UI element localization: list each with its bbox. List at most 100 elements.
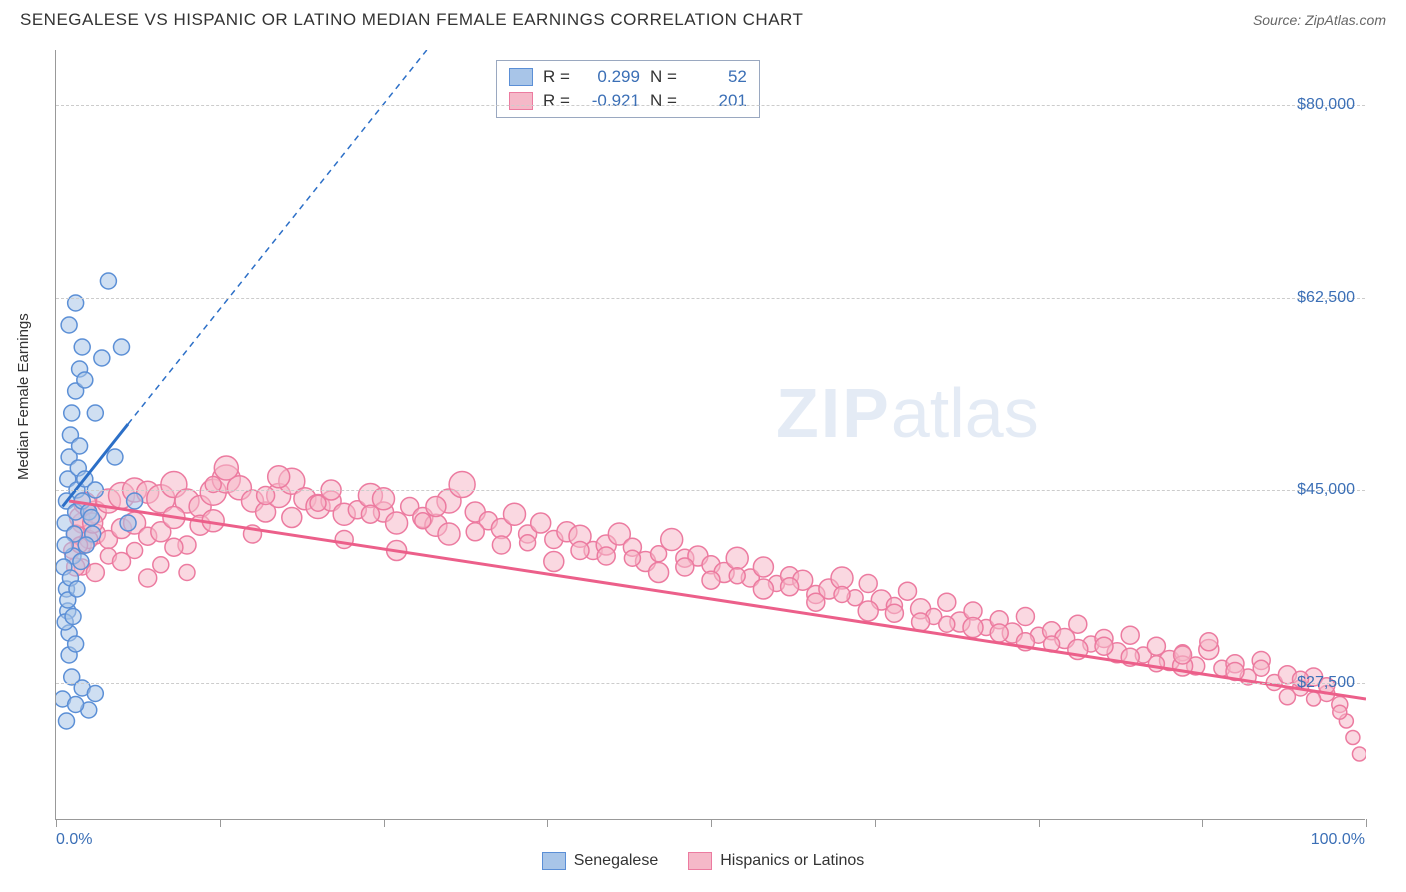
scatter-point [1346, 731, 1360, 745]
scatter-point [165, 538, 183, 556]
chart-container: Median Female Earnings ZIPatlas R = 0.29… [20, 40, 1386, 880]
xtick [875, 819, 876, 827]
scatter-point [87, 405, 103, 421]
scatter-point [858, 601, 878, 621]
xtick [220, 819, 221, 827]
scatter-point [120, 515, 136, 531]
scatter-point [438, 523, 460, 545]
xtick [711, 819, 712, 827]
scatter-point [58, 713, 74, 729]
ytick-label: $27,500 [1297, 674, 1355, 692]
scatter-point [361, 505, 379, 523]
scatter-point [415, 513, 431, 529]
scatter-point [72, 438, 88, 454]
scatter-point [661, 529, 683, 551]
scatter-point [885, 604, 903, 622]
swatch-series2 [509, 92, 533, 110]
scatter-point [139, 569, 157, 587]
scatter-point [153, 557, 169, 573]
n-label: N = [650, 67, 677, 87]
scatter-point [807, 593, 825, 611]
scatter-point [834, 587, 850, 603]
r-value-series2: -0.921 [580, 91, 640, 111]
xtick [1202, 819, 1203, 827]
scatter-point [1307, 692, 1321, 706]
scatter-point [544, 552, 564, 572]
scatter-point [449, 472, 475, 498]
scatter-point [94, 350, 110, 366]
scatter-point [83, 510, 99, 526]
scatter-point [676, 558, 694, 576]
scatter-point [492, 536, 510, 554]
scatter-point [386, 512, 408, 534]
scatter-point [1121, 626, 1139, 644]
scatter-point [57, 537, 73, 553]
scatter-point [69, 581, 85, 597]
scatter-point [831, 567, 853, 589]
scatter-point [65, 609, 81, 625]
scatter-point [1333, 705, 1347, 719]
scatter-point [68, 636, 84, 652]
scatter-point [520, 535, 536, 551]
xtick [1039, 819, 1040, 827]
scatter-point [1148, 656, 1164, 672]
scatter-point [61, 317, 77, 333]
n-value-series1: 52 [687, 67, 747, 87]
scatter-point [990, 624, 1008, 642]
gridline [56, 105, 1365, 106]
scatter-svg [56, 50, 1366, 820]
scatter-point [702, 571, 720, 589]
scatter-point [74, 339, 90, 355]
stats-legend-box: R = 0.299 N = 52 R = -0.921 N = 201 [496, 60, 760, 118]
scatter-point [282, 508, 302, 528]
legend-label-series2: Hispanics or Latinos [720, 852, 864, 870]
scatter-point [571, 542, 589, 560]
scatter-point [624, 550, 640, 566]
scatter-point [1174, 646, 1192, 664]
scatter-point [726, 547, 748, 569]
scatter-point [753, 579, 773, 599]
scatter-point [114, 339, 130, 355]
scatter-point [781, 578, 799, 596]
gridline [56, 298, 1365, 299]
scatter-point [268, 466, 290, 488]
scatter-point [87, 686, 103, 702]
scatter-point [100, 273, 116, 289]
stats-row-series1: R = 0.299 N = 52 [509, 65, 747, 89]
scatter-point [1069, 615, 1087, 633]
scatter-point [68, 697, 84, 713]
scatter-point [127, 543, 143, 559]
gridline [56, 683, 1365, 684]
scatter-point [649, 563, 669, 583]
scatter-point [1279, 689, 1295, 705]
scatter-point [214, 456, 238, 480]
r-label: R = [543, 91, 570, 111]
ytick-label: $45,000 [1297, 481, 1355, 499]
scatter-point [1253, 660, 1269, 676]
trendline-extension-series1 [128, 50, 427, 424]
scatter-point [1095, 637, 1113, 655]
scatter-point [504, 503, 526, 525]
swatch-series1 [509, 68, 533, 86]
swatch-series1-icon [542, 852, 566, 870]
legend-label-series1: Senegalese [574, 852, 659, 870]
xtick [1366, 819, 1367, 827]
scatter-point [335, 531, 353, 549]
scatter-point [939, 616, 955, 632]
n-value-series2: 201 [687, 91, 747, 111]
gridline [56, 490, 1365, 491]
scatter-point [426, 497, 446, 517]
scatter-point [86, 564, 104, 582]
legend-item-series2: Hispanics or Latinos [688, 852, 864, 870]
scatter-point [938, 593, 956, 611]
scatter-point [179, 565, 195, 581]
source-attribution: Source: ZipAtlas.com [1253, 12, 1386, 28]
swatch-series2-icon [688, 852, 712, 870]
ytick-label: $62,500 [1297, 289, 1355, 307]
xtick-label-right: 100.0% [1311, 831, 1365, 849]
scatter-point [531, 513, 551, 533]
y-axis-label: Median Female Earnings [15, 313, 32, 480]
plot-area: ZIPatlas R = 0.299 N = 52 R = -0.921 N =… [55, 50, 1365, 820]
scatter-point [466, 523, 484, 541]
n-label: N = [650, 91, 677, 111]
